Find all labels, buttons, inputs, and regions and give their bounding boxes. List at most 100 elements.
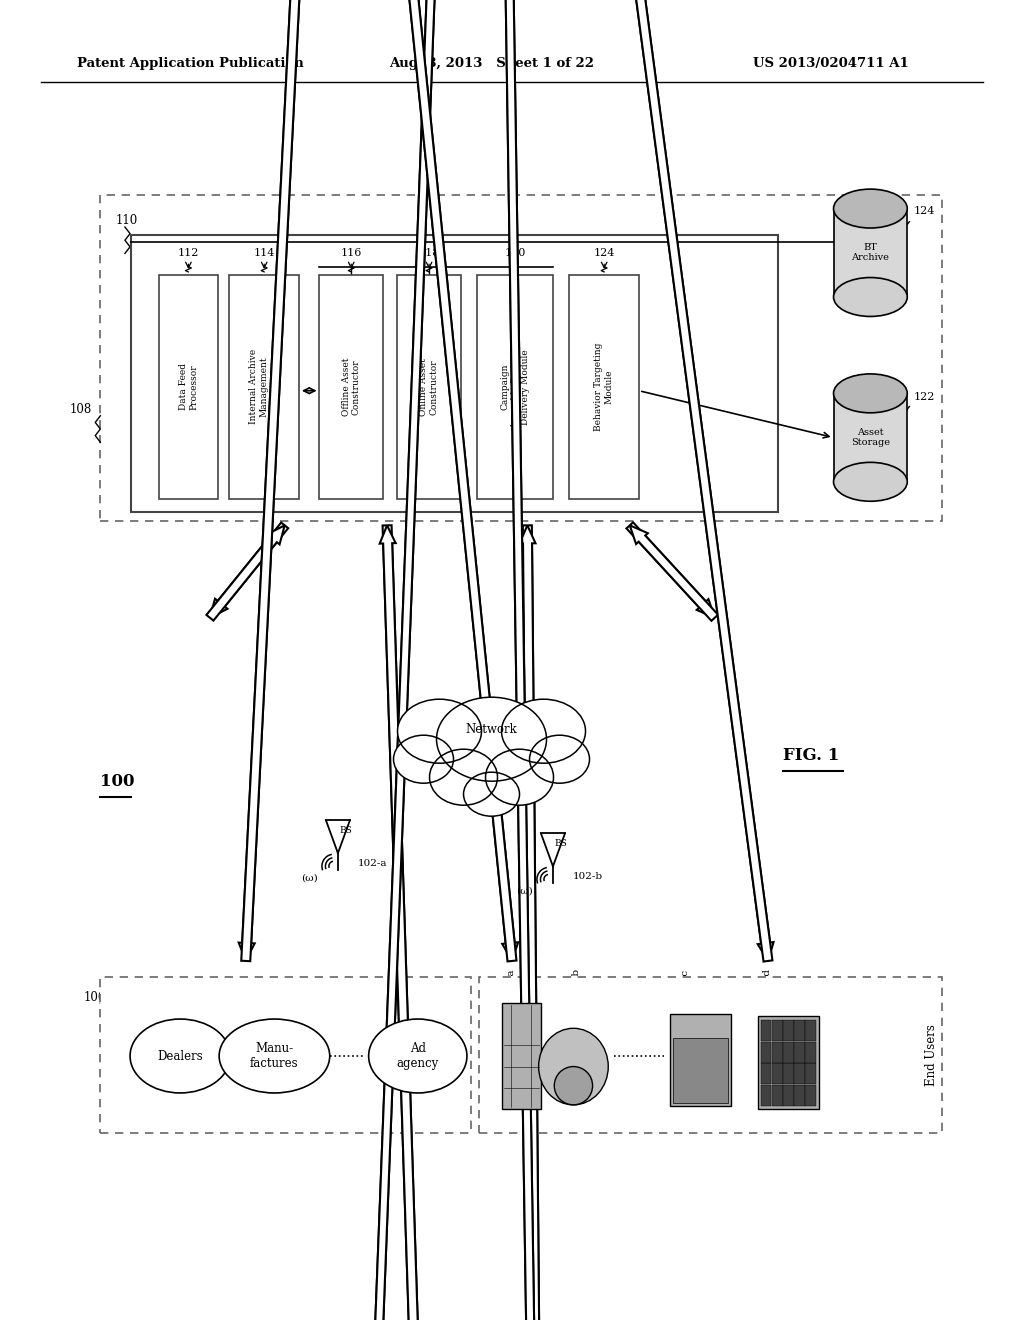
Polygon shape <box>239 0 322 961</box>
Text: 120: 120 <box>505 248 525 259</box>
Ellipse shape <box>393 735 454 783</box>
Text: 116: 116 <box>341 248 361 259</box>
Ellipse shape <box>485 750 554 805</box>
Text: Asset
Storage: Asset Storage <box>851 428 890 447</box>
Text: 104-b: 104-b <box>571 966 580 997</box>
Text: Manu-
factures: Manu- factures <box>250 1041 299 1071</box>
Text: Online Asset
Constructor: Online Asset Constructor <box>420 358 438 416</box>
Text: (ω): (ω) <box>301 874 318 882</box>
Text: Behavior Targeting
Module: Behavior Targeting Module <box>595 343 613 430</box>
Text: 102-a: 102-a <box>358 859 387 869</box>
Text: FIG. 1: FIG. 1 <box>783 747 840 763</box>
Ellipse shape <box>369 1019 467 1093</box>
Bar <box>673 1039 728 1104</box>
Polygon shape <box>498 0 550 1320</box>
Bar <box>794 1085 805 1106</box>
Ellipse shape <box>834 374 907 413</box>
Bar <box>100 195 942 521</box>
Polygon shape <box>365 0 518 961</box>
Polygon shape <box>579 0 772 961</box>
Polygon shape <box>380 525 439 1320</box>
Bar <box>805 1041 816 1063</box>
Polygon shape <box>242 0 325 961</box>
Bar <box>794 1063 805 1084</box>
Ellipse shape <box>219 1019 330 1093</box>
Bar <box>805 1020 816 1041</box>
Text: Internal Archive
Management
Module: Internal Archive Management Module <box>249 350 280 424</box>
Polygon shape <box>344 0 457 1320</box>
Bar <box>319 275 383 499</box>
Text: 106: 106 <box>84 991 106 1005</box>
Text: 124: 124 <box>594 248 614 259</box>
Text: Campaign
Assembly Package
Delivery Module: Campaign Assembly Package Delivery Modul… <box>500 345 530 429</box>
Bar <box>761 1041 771 1063</box>
Text: Data Feed
Processor: Data Feed Processor <box>179 363 198 411</box>
Text: Dealers: Dealers <box>158 1049 203 1063</box>
Text: 114: 114 <box>254 248 274 259</box>
Text: BT
Archive: BT Archive <box>852 243 889 263</box>
Polygon shape <box>580 0 773 961</box>
Bar <box>772 1041 782 1063</box>
Bar <box>477 275 553 499</box>
Ellipse shape <box>834 189 907 228</box>
Text: Patent Application Publication: Patent Application Publication <box>77 57 303 70</box>
Polygon shape <box>627 523 715 618</box>
Bar <box>783 1041 794 1063</box>
Bar <box>502 1003 541 1109</box>
Bar <box>397 275 461 499</box>
Polygon shape <box>630 525 718 620</box>
Bar <box>761 1020 771 1041</box>
Bar <box>229 275 299 499</box>
Bar <box>794 1020 805 1041</box>
Bar <box>100 977 471 1133</box>
Text: 104: 104 <box>918 986 940 999</box>
Ellipse shape <box>834 277 907 317</box>
Text: End Users: End Users <box>926 1024 938 1085</box>
Text: 110: 110 <box>116 214 138 227</box>
Ellipse shape <box>554 1067 593 1105</box>
Polygon shape <box>523 525 549 1320</box>
Text: Aug. 8, 2013   Sheet 1 of 22: Aug. 8, 2013 Sheet 1 of 22 <box>389 57 594 70</box>
Text: 104-a: 104-a <box>506 968 514 997</box>
Text: BS: BS <box>555 840 567 849</box>
Text: 104-d: 104-d <box>762 966 770 997</box>
Ellipse shape <box>529 735 590 783</box>
Ellipse shape <box>130 1019 230 1093</box>
Bar <box>834 209 907 297</box>
Polygon shape <box>495 0 547 1320</box>
Polygon shape <box>207 525 285 620</box>
Polygon shape <box>362 0 516 961</box>
Bar <box>159 275 218 499</box>
Text: Network: Network <box>466 723 517 737</box>
Ellipse shape <box>436 697 547 781</box>
Ellipse shape <box>464 772 519 816</box>
Ellipse shape <box>429 750 498 805</box>
Text: 102-b: 102-b <box>573 873 603 882</box>
Text: 104-c: 104-c <box>680 968 688 997</box>
Ellipse shape <box>834 462 907 502</box>
Bar <box>569 275 639 499</box>
Text: 108: 108 <box>70 403 92 416</box>
Ellipse shape <box>397 700 481 763</box>
Bar <box>805 1063 816 1084</box>
Text: Ad
agency: Ad agency <box>396 1041 439 1071</box>
Bar <box>783 1020 794 1041</box>
Text: 124: 124 <box>913 206 935 216</box>
Bar <box>772 1085 782 1106</box>
Text: 112: 112 <box>178 248 199 259</box>
Bar <box>772 1020 782 1041</box>
Bar <box>758 1016 819 1109</box>
Text: 100: 100 <box>100 774 135 789</box>
Polygon shape <box>383 525 442 1320</box>
Polygon shape <box>210 523 288 618</box>
Bar <box>794 1041 805 1063</box>
Bar <box>479 977 942 1133</box>
Bar <box>783 1063 794 1084</box>
Text: US 2013/0204711 A1: US 2013/0204711 A1 <box>753 57 908 70</box>
Bar <box>805 1085 816 1106</box>
Text: (ω): (ω) <box>516 887 534 895</box>
Ellipse shape <box>502 700 586 763</box>
Bar <box>772 1063 782 1084</box>
Polygon shape <box>519 525 545 1320</box>
Bar <box>761 1063 771 1084</box>
